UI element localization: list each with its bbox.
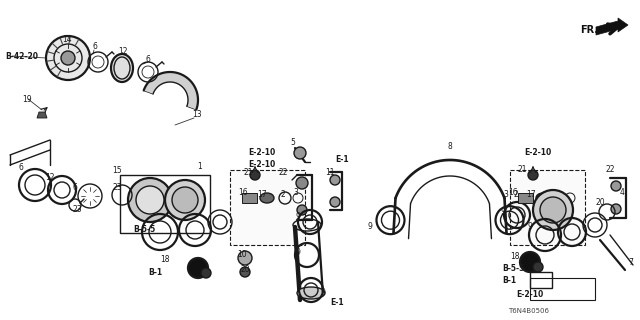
Text: B-42-20: B-42-20: [5, 52, 38, 61]
Bar: [518, 193, 533, 203]
Circle shape: [611, 204, 621, 214]
Text: 9: 9: [295, 212, 300, 221]
Bar: [530, 278, 595, 300]
Text: 9: 9: [367, 222, 372, 231]
Text: 15: 15: [112, 166, 122, 175]
Text: 9: 9: [320, 288, 325, 297]
Text: 22: 22: [605, 165, 614, 174]
Polygon shape: [144, 72, 198, 109]
Circle shape: [240, 267, 250, 277]
Circle shape: [533, 190, 573, 230]
Text: 3: 3: [503, 190, 508, 199]
Circle shape: [294, 147, 306, 159]
Circle shape: [128, 178, 172, 222]
Text: B-5-5: B-5-5: [133, 225, 156, 234]
Text: E-2-10: E-2-10: [516, 290, 543, 299]
Text: 13: 13: [192, 110, 202, 119]
Text: 3: 3: [293, 188, 298, 197]
Text: 9: 9: [527, 222, 532, 231]
Text: 2: 2: [280, 190, 285, 199]
Text: E-2-10: E-2-10: [248, 160, 275, 169]
Text: 14: 14: [62, 35, 72, 44]
Text: 20: 20: [596, 198, 605, 207]
Bar: [230, 170, 305, 245]
Text: 17: 17: [526, 190, 536, 199]
Circle shape: [296, 177, 308, 189]
Text: E-1: E-1: [330, 298, 344, 307]
Text: 12: 12: [45, 173, 54, 182]
Circle shape: [533, 262, 543, 272]
Text: 20: 20: [240, 265, 250, 274]
Ellipse shape: [111, 54, 133, 82]
Text: E-2-10: E-2-10: [248, 148, 275, 157]
Circle shape: [165, 180, 205, 220]
Text: T6N4B0506: T6N4B0506: [508, 308, 549, 314]
Polygon shape: [37, 112, 47, 118]
Text: 6: 6: [145, 55, 150, 64]
Text: B-5-5: B-5-5: [502, 264, 524, 273]
Circle shape: [61, 51, 75, 65]
Circle shape: [297, 205, 307, 215]
Bar: [242, 193, 257, 203]
Circle shape: [330, 197, 340, 207]
Circle shape: [540, 197, 566, 223]
Ellipse shape: [536, 193, 550, 203]
Text: 9: 9: [500, 207, 505, 216]
Text: 16: 16: [508, 188, 518, 197]
Text: 4: 4: [620, 188, 625, 197]
Text: 1: 1: [197, 162, 202, 171]
Circle shape: [201, 268, 211, 278]
Text: 17: 17: [257, 190, 267, 199]
Text: 6: 6: [72, 183, 77, 192]
Circle shape: [136, 186, 164, 214]
Circle shape: [250, 170, 260, 180]
Text: 18: 18: [160, 255, 170, 264]
Ellipse shape: [297, 287, 325, 299]
Bar: [120, 175, 210, 233]
Text: E-1: E-1: [335, 155, 349, 164]
Circle shape: [528, 170, 538, 180]
Text: 23: 23: [72, 205, 82, 214]
Text: 8: 8: [447, 142, 452, 151]
Text: 7: 7: [628, 258, 633, 267]
Text: E-2-10: E-2-10: [524, 148, 551, 157]
Circle shape: [46, 36, 90, 80]
Polygon shape: [596, 18, 628, 35]
Text: 5: 5: [290, 138, 295, 147]
Circle shape: [188, 258, 208, 278]
Circle shape: [611, 181, 621, 191]
Text: 21: 21: [518, 165, 527, 174]
Text: 19: 19: [22, 95, 31, 104]
Circle shape: [520, 252, 540, 272]
Text: 6: 6: [18, 163, 23, 172]
Text: 10: 10: [237, 250, 246, 259]
Text: B-1: B-1: [502, 276, 516, 285]
Text: FR.: FR.: [580, 25, 598, 35]
Text: B-1: B-1: [148, 268, 162, 277]
Circle shape: [238, 251, 252, 265]
Text: 2: 2: [514, 190, 519, 199]
Text: 12: 12: [118, 47, 127, 56]
Ellipse shape: [260, 193, 274, 203]
Circle shape: [330, 175, 340, 185]
Text: 11: 11: [325, 168, 335, 177]
Text: 16: 16: [238, 188, 248, 197]
Bar: [510, 170, 585, 245]
Bar: [530, 272, 552, 288]
Circle shape: [172, 187, 198, 213]
Text: 9: 9: [295, 248, 300, 257]
Text: 18: 18: [510, 252, 520, 261]
Text: 6: 6: [92, 42, 97, 51]
Text: 23: 23: [112, 183, 122, 192]
Text: 22: 22: [278, 168, 287, 177]
Text: 21: 21: [243, 168, 253, 177]
